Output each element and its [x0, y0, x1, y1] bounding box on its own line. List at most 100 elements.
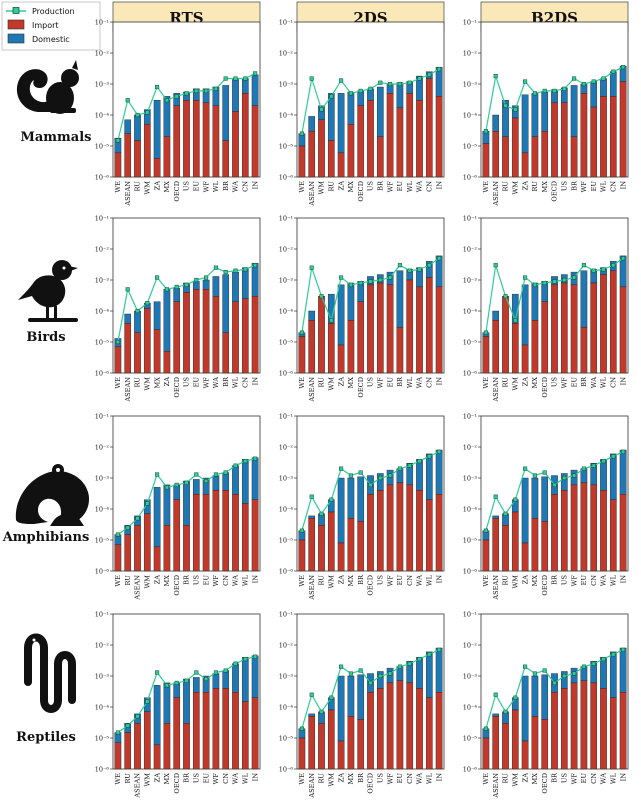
bar-domestic	[124, 119, 132, 134]
x-tick-label: EU	[580, 773, 588, 784]
y-tick-label: 10⁻⁴	[279, 308, 294, 316]
bar-domestic	[153, 301, 161, 330]
y-tick-label: 10⁻²	[95, 642, 110, 650]
x-tick-label: OECD	[173, 773, 181, 794]
x-tick-label: CN	[222, 575, 230, 586]
panel-mammals-b2ds: 10⁻¹10⁻²10⁻³10⁻⁴10⁻⁵10⁻⁶WE ASEAN RU WM ZA RU M…	[463, 19, 629, 207]
x-tick-label: US	[183, 181, 191, 192]
production-point	[493, 494, 498, 499]
production-point	[397, 664, 402, 669]
x-tick-label: WA	[416, 377, 424, 388]
production-point	[125, 98, 130, 103]
panel-amphibians-b2ds: 10⁻¹ 10⁻² 10⁻³ 10⁻⁴ 10⁻⁵ 10⁻⁶ WE ASEAN RU WM ZA MX O…	[463, 413, 629, 601]
production-point	[319, 294, 324, 299]
bar-import	[153, 546, 161, 572]
production-point	[125, 525, 130, 530]
legend-production-marker	[12, 7, 20, 14]
production-point	[145, 301, 150, 306]
production-point	[233, 463, 238, 468]
y-tick-label: 10⁻²	[95, 50, 110, 58]
y-tick-label: 10⁻¹	[95, 611, 110, 619]
bar-import	[531, 136, 539, 178]
y-tick-label: 10⁻⁴	[463, 506, 478, 514]
y-tick-label: 10⁻⁶	[95, 766, 110, 774]
production-point	[427, 454, 432, 459]
bar-domestic	[357, 476, 365, 522]
production-point	[397, 263, 402, 268]
bar-domestic	[308, 515, 316, 519]
x-tick-label: BR	[357, 574, 365, 585]
x-tick-label: MX	[163, 773, 171, 785]
bar-import	[580, 680, 588, 770]
bar-import	[619, 494, 627, 572]
x-tick-label: WF	[570, 773, 578, 785]
bar-domestic	[251, 262, 259, 297]
y-tick-label: 10⁻²	[463, 50, 478, 58]
bar-import	[124, 323, 132, 374]
legend-import-swatch	[7, 19, 25, 30]
bar-domestic	[521, 675, 529, 742]
bar-import	[396, 107, 404, 178]
x-tick-label: US	[183, 377, 191, 388]
bar-domestic	[308, 116, 316, 132]
bar-domestic	[531, 93, 539, 137]
bar-import	[183, 292, 190, 374]
x-tick-label: WM	[318, 181, 326, 195]
y-tick-label: 10⁻⁶	[463, 370, 478, 378]
bar-import	[580, 482, 588, 572]
bar-domestic	[435, 647, 443, 693]
production-point	[407, 80, 412, 85]
production-point	[174, 680, 179, 685]
x-tick-label: WA	[416, 181, 424, 192]
x-tick-label: ASEAN	[492, 575, 500, 601]
squirrel-icon	[16, 60, 79, 114]
bar-import	[163, 525, 171, 572]
x-tick-label: OECD	[173, 377, 181, 398]
bar-import	[560, 282, 568, 374]
bar-import	[337, 152, 345, 178]
x-tick-label: WL	[406, 376, 414, 388]
y-tick-label: 10⁻⁶	[279, 174, 294, 182]
production-point	[591, 463, 596, 468]
bar-import	[396, 680, 404, 770]
y-tick-label: 10⁻⁵	[279, 735, 294, 743]
x-tick-label: CN	[610, 377, 618, 388]
x-tick-label: OECD	[367, 575, 375, 596]
x-tick-label: RU	[502, 181, 510, 192]
bar-import	[202, 494, 210, 572]
production-point	[213, 472, 218, 477]
production-point	[329, 695, 334, 700]
bar-domestic	[232, 79, 239, 112]
production-point	[572, 671, 577, 676]
production-point	[493, 74, 498, 79]
x-tick-label: WE	[298, 575, 306, 587]
bar-import	[212, 490, 220, 572]
bar-domestic	[232, 465, 239, 495]
bird-icon	[18, 260, 78, 322]
bar-import	[580, 327, 588, 374]
production-point	[427, 263, 432, 268]
legend-domestic-label: Domestic	[32, 35, 70, 44]
x-tick-label: BR	[222, 376, 230, 387]
y-tick-label: 10⁻¹	[463, 611, 478, 619]
x-tick-label: CN	[406, 575, 414, 586]
x-tick-label: MX	[531, 575, 539, 587]
row-birds: Birds	[18, 260, 78, 345]
y-tick-label: 10⁻²	[463, 642, 478, 650]
y-tick-label: 10⁻¹	[95, 215, 110, 223]
bar-import	[173, 697, 181, 770]
bar-domestic	[521, 94, 529, 154]
y-tick-label: 10⁻³	[463, 673, 478, 681]
x-tick-label: WL	[242, 772, 250, 784]
row-label-reptiles: Reptiles	[16, 730, 76, 745]
x-tick-label: IN	[251, 181, 259, 190]
bar-import	[376, 490, 384, 572]
x-tick-label: WM	[328, 773, 336, 787]
production-point	[611, 454, 616, 459]
x-tick-label: IN	[619, 181, 627, 190]
production-point	[204, 275, 209, 280]
x-tick-label: ASEAN	[492, 377, 500, 403]
bar-domestic	[183, 480, 190, 526]
x-tick-label: US	[561, 181, 569, 192]
bar-import	[134, 525, 141, 572]
